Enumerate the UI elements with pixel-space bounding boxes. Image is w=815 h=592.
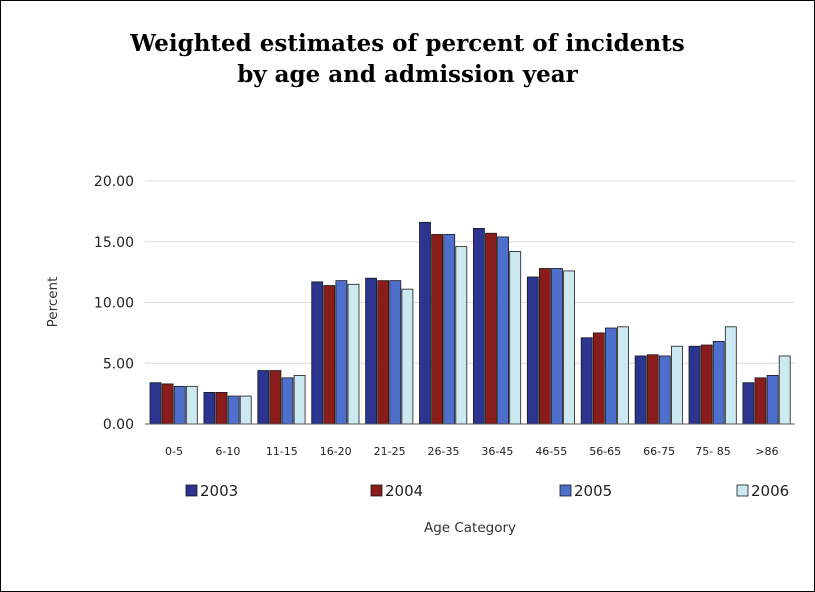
bar-2003-75-85 <box>688 345 701 425</box>
bar-2006-46-55 <box>563 270 575 425</box>
bar-2006-11-15 <box>293 374 306 425</box>
bar-2006-6-10 <box>239 395 252 425</box>
bar-2005-0-5 <box>173 385 186 425</box>
legend-label: 2006 <box>751 482 789 500</box>
y-tick-label: 5.00 <box>103 356 134 372</box>
bar-2005-75-85 <box>712 340 725 425</box>
bar-2003-16-20 <box>311 281 324 425</box>
x-tick-label: 56-65 <box>589 445 621 458</box>
bar-2004-11-15 <box>269 370 282 425</box>
legend-swatch <box>559 484 572 497</box>
bar-2004-21-25 <box>377 280 390 425</box>
bar-2004-26-35 <box>431 234 444 425</box>
legend-item-2003: 2003 <box>185 482 238 500</box>
x-tick-label: 66-75 <box>643 445 675 458</box>
bar-2006-26-35 <box>455 246 468 425</box>
bar-2004-6-10 <box>215 392 228 425</box>
bar-2006-21-25 <box>401 288 414 425</box>
x-tick-label: 36-45 <box>481 445 513 458</box>
bar-2004-56-65 <box>592 332 605 425</box>
bar-2005-26-35 <box>443 234 456 425</box>
bar-2006-56-65 <box>617 326 629 425</box>
bar-2003-0-5 <box>149 382 162 425</box>
x-tick-label: 11-15 <box>266 445 298 458</box>
legend-swatch <box>185 484 198 497</box>
bar-2003-21-25 <box>365 277 378 425</box>
bar-2004-46-55 <box>539 268 551 425</box>
y-tick-label: 20.00 <box>94 174 134 190</box>
bar-2003-46-55 <box>526 276 539 425</box>
bar-2006-0-5 <box>185 385 198 425</box>
y-axis-label: Percent <box>45 277 61 328</box>
x-tick-label: 16-20 <box>320 445 352 458</box>
chart-title-line-1: Weighted estimates of percent of inciden… <box>130 30 685 57</box>
bar-2004-75-85 <box>700 344 713 425</box>
bar-2004-0-5 <box>161 383 174 425</box>
chart-title: Weighted estimates of percent of inciden… <box>0 28 815 90</box>
bar-2005-66-75 <box>658 355 671 425</box>
y-tick-label: 0.00 <box>103 417 134 433</box>
bar-2003-66-75 <box>634 355 647 425</box>
bar-2006-36-45 <box>509 251 522 425</box>
bar-2005-46-55 <box>551 268 563 425</box>
bar-2006--86 <box>778 355 791 425</box>
legend-label: 2003 <box>200 482 238 500</box>
bar-2005-11-15 <box>281 377 294 425</box>
legend-swatch <box>370 484 383 497</box>
bar-2006-75-85 <box>724 326 737 425</box>
y-tick-label: 10.00 <box>94 296 134 312</box>
x-tick-label: 75- 85 <box>695 445 730 458</box>
y-tick-label: 15.00 <box>94 235 134 251</box>
bar-2004-66-75 <box>646 354 659 425</box>
legend-swatch <box>736 484 749 497</box>
category-labels: 0-5 6-10 11-15 16-20 21-25 26-35 36-45 46-55 56-… <box>165 445 778 458</box>
x-tick-label: 26-35 <box>428 445 460 458</box>
bar-2005-6-10 <box>227 395 240 425</box>
bar-2005--86 <box>766 374 779 425</box>
bar-2003-26-35 <box>419 221 431 425</box>
legend-label: 2005 <box>574 482 612 500</box>
x-tick-label: 0-5 <box>165 445 183 458</box>
legend-item-2005: 2005 <box>559 482 612 500</box>
bar-2005-36-45 <box>497 236 510 425</box>
bar-2004--86 <box>754 377 767 425</box>
x-axis-label: Age Category <box>424 520 516 536</box>
bar-2003--86 <box>742 382 755 425</box>
bar-2003-6-10 <box>203 392 216 425</box>
bar-2006-66-75 <box>671 345 683 425</box>
bar-2005-56-65 <box>605 327 617 425</box>
y-axis-ticks: 0.00 5.00 10.00 15.00 20.00 <box>94 174 134 433</box>
bar-2005-16-20 <box>335 280 348 425</box>
chart-title-line-2: by age and admission year <box>237 61 578 88</box>
gridlines <box>145 180 795 364</box>
bar-2003-36-45 <box>472 227 485 425</box>
x-tick-label: 6-10 <box>215 445 240 458</box>
legend-item-2004: 2004 <box>370 482 423 500</box>
legend-item-2006: 2006 <box>736 482 789 500</box>
bars <box>149 221 791 425</box>
bar-2004-16-20 <box>323 285 336 425</box>
x-tick-label: 46-55 <box>535 445 567 458</box>
legend-label: 2004 <box>385 482 423 500</box>
legend: 2003 2004 2005 2006 <box>185 482 789 500</box>
bar-2006-16-20 <box>347 283 360 425</box>
x-tick-label: 21-25 <box>374 445 406 458</box>
bar-2005-21-25 <box>389 280 402 425</box>
x-tick-label: >86 <box>755 445 778 458</box>
bar-2003-56-65 <box>580 337 593 425</box>
bar-2004-36-45 <box>485 232 497 425</box>
bar-2003-11-15 <box>257 370 270 425</box>
